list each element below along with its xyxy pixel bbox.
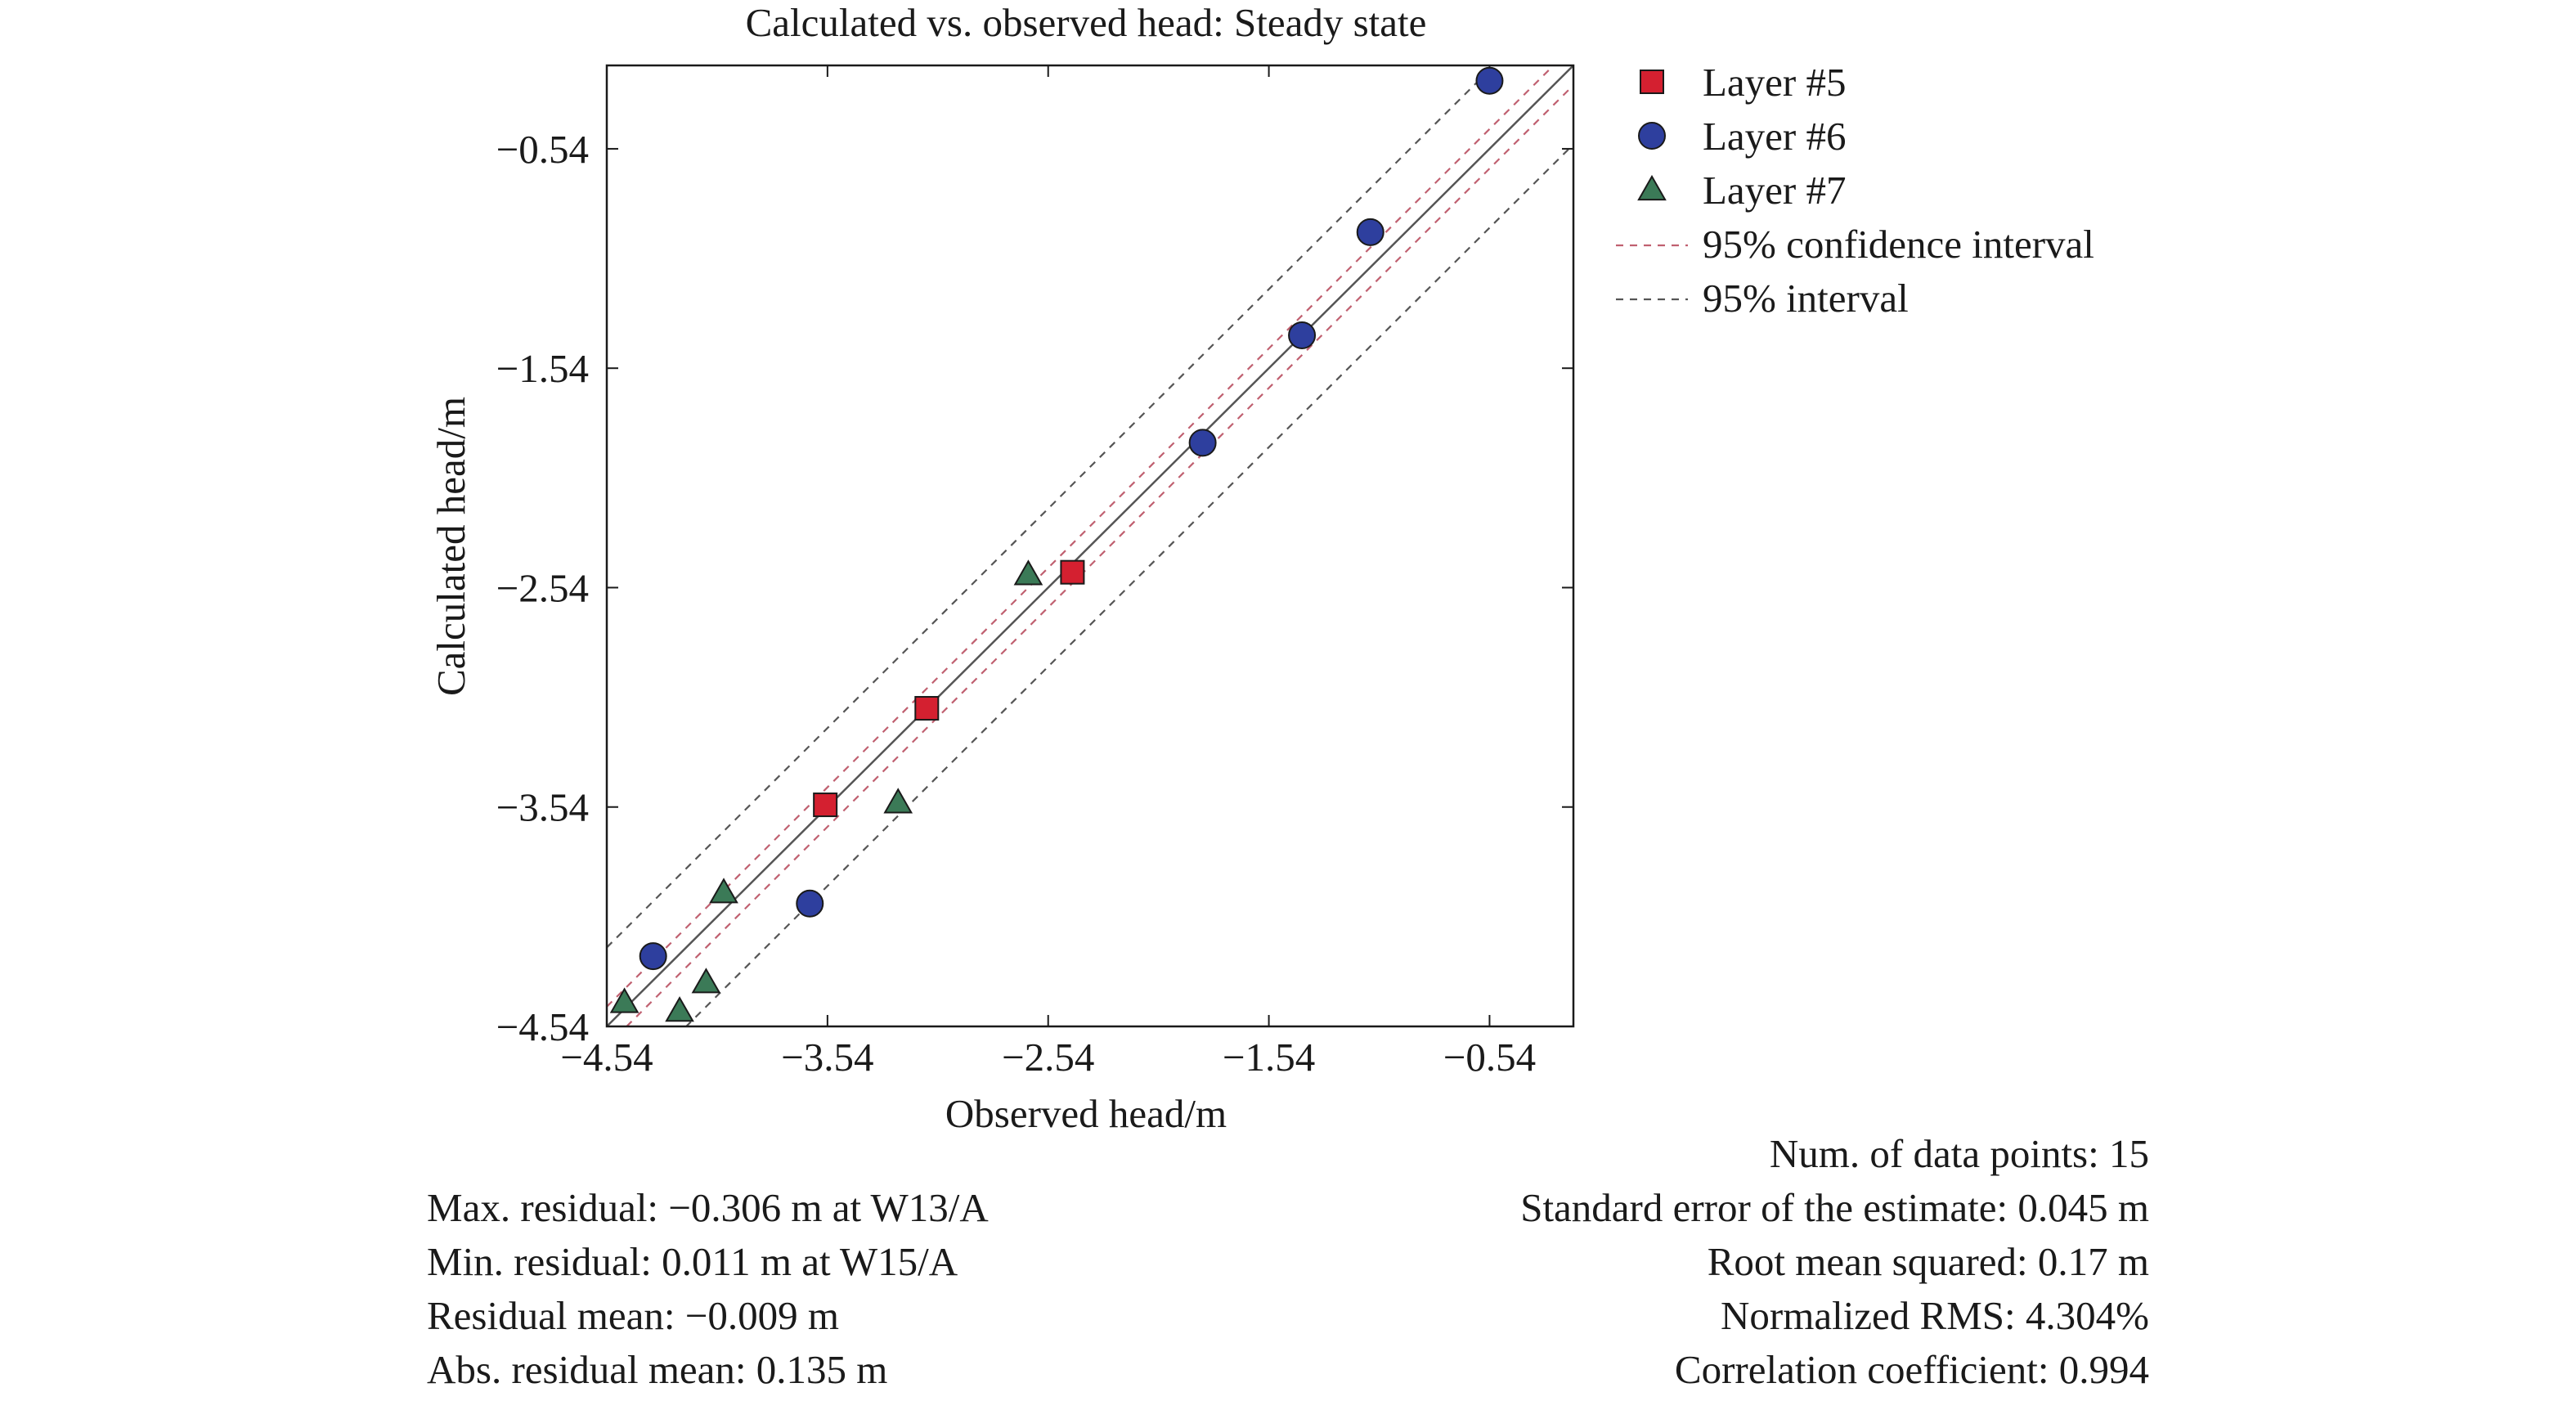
legend-layer-6-label: Layer #6 <box>1703 114 1847 159</box>
y-tick-label: −0.54 <box>496 127 589 172</box>
x-tick-label: −1.54 <box>1223 1035 1315 1080</box>
normalized-rms: Normalized RMS: 4.304% <box>1721 1293 2149 1338</box>
y-tick-label: −3.54 <box>496 785 589 830</box>
layer-6-point <box>796 889 824 918</box>
x-tick-label: −0.54 <box>1443 1035 1536 1080</box>
layer-7-point <box>709 878 738 904</box>
x-tick-label: −4.54 <box>560 1035 653 1080</box>
num-data-points: Num. of data points: 15 <box>1769 1131 2149 1176</box>
y-tick-label: −2.54 <box>496 565 589 610</box>
interval-line-2-0 <box>684 143 1573 1026</box>
legend-95-interval-label: 95% interval <box>1703 276 1909 321</box>
layer-7-point <box>609 987 640 1013</box>
layer-7-point <box>665 996 694 1022</box>
min-residual: Min. residual: 0.011 m at W15/A <box>427 1239 958 1284</box>
layer-7-point <box>1013 559 1043 586</box>
one-to-one-line <box>607 65 1573 1026</box>
y-tick-label: −1.54 <box>496 346 589 391</box>
legend-layer-5-swatch <box>1640 70 1664 94</box>
legend-95-confidence-interval-label: 95% confidence interval <box>1703 222 2094 267</box>
interval-line-2-1 <box>607 65 1496 949</box>
interval-line-1-1 <box>607 65 1555 1008</box>
layer-6-point <box>1188 429 1217 457</box>
x-tick-label: −3.54 <box>781 1035 873 1080</box>
x-tick-label: −2.54 <box>1002 1035 1094 1080</box>
root-mean-squared: Root mean squared: 0.17 m <box>1707 1239 2149 1284</box>
plot-frame <box>605 64 1575 1028</box>
y-axis-label: Calculated head/m <box>429 397 473 696</box>
layer-7-point <box>883 788 913 814</box>
interval-line-1-0 <box>625 84 1573 1026</box>
chart-title: Calculated vs. observed head: Steady sta… <box>746 0 1427 45</box>
layer-6-point <box>639 942 667 971</box>
layer-6-point <box>1288 321 1317 349</box>
layer-5-point <box>914 696 940 721</box>
legend-layer-6-swatch <box>1638 122 1666 150</box>
legend-layer-7-label: Layer #7 <box>1703 168 1847 213</box>
correlation-coefficient: Correlation coefficient: 0.994 <box>1674 1347 2149 1392</box>
fit-statistics-left: Max. residual: −0.306 m at W13/A Min. re… <box>427 1181 989 1397</box>
layer-6-point <box>1356 218 1384 246</box>
abs-residual-mean: Abs. residual mean: 0.135 m <box>427 1347 888 1392</box>
y-tick-label: −4.54 <box>496 1004 589 1049</box>
legend-layer-5-label: Layer #5 <box>1703 60 1847 105</box>
x-axis-label: Observed head/m <box>945 1091 1227 1136</box>
layer-6-point <box>1475 66 1504 95</box>
legend-layer-7-swatch <box>1637 174 1667 201</box>
residual-mean: Residual mean: −0.009 m <box>427 1293 839 1338</box>
layer-7-point <box>691 968 721 994</box>
layer-5-point <box>813 793 838 818</box>
fit-statistics-right: Num. of data points: 15 Standard error o… <box>1520 1127 2149 1397</box>
standard-error: Standard error of the estimate: 0.045 m <box>1520 1185 2149 1230</box>
max-residual: Max. residual: −0.306 m at W13/A <box>427 1185 989 1230</box>
layer-5-point <box>1060 559 1085 585</box>
